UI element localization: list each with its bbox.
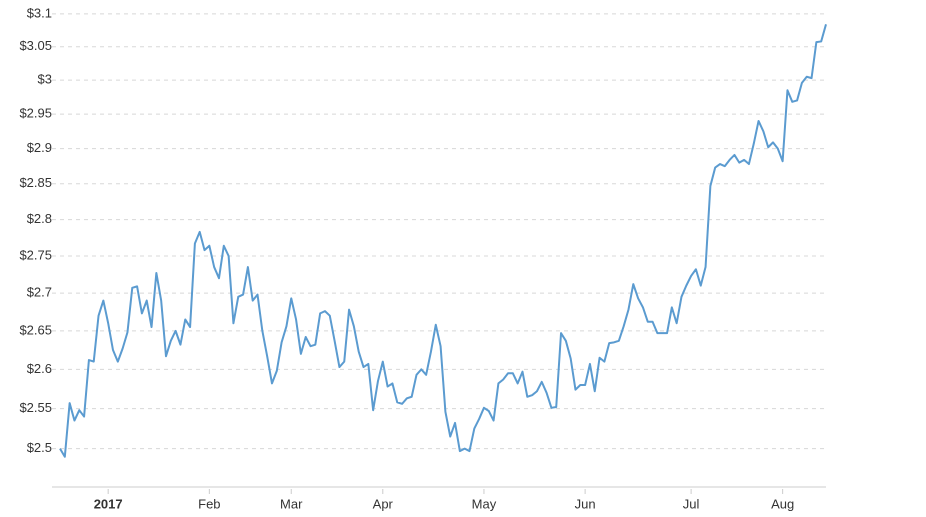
y-tick-label: $2.9 [27,140,52,155]
y-tick-label: $3.1 [27,5,52,20]
x-tick-label: May [472,496,497,511]
y-tick-label: $2.65 [19,322,52,337]
x-tick-label: Apr [373,496,394,511]
y-tick-label: $2.8 [27,211,52,226]
y-tick-label: $2.7 [27,285,52,300]
y-tick-label: $2.75 [19,247,52,262]
x-tick-label: Jun [575,496,596,511]
price-line [59,24,827,458]
x-tick-label: 2017 [94,496,123,511]
x-tick-label: Aug [771,496,794,511]
y-tick-label: $3.05 [19,38,52,53]
y-tick-label: $2.55 [19,400,52,415]
x-tick-label: Feb [198,496,220,511]
y-tick-label: $2.85 [19,175,52,190]
y-tick-label: $2.95 [19,106,52,121]
y-tick-label: $2.6 [27,361,52,376]
y-tick-label: $3 [38,72,52,87]
x-tick-label: Mar [280,496,303,511]
x-tick-label: Jul [683,496,700,511]
y-tick-label: $2.5 [27,440,52,455]
